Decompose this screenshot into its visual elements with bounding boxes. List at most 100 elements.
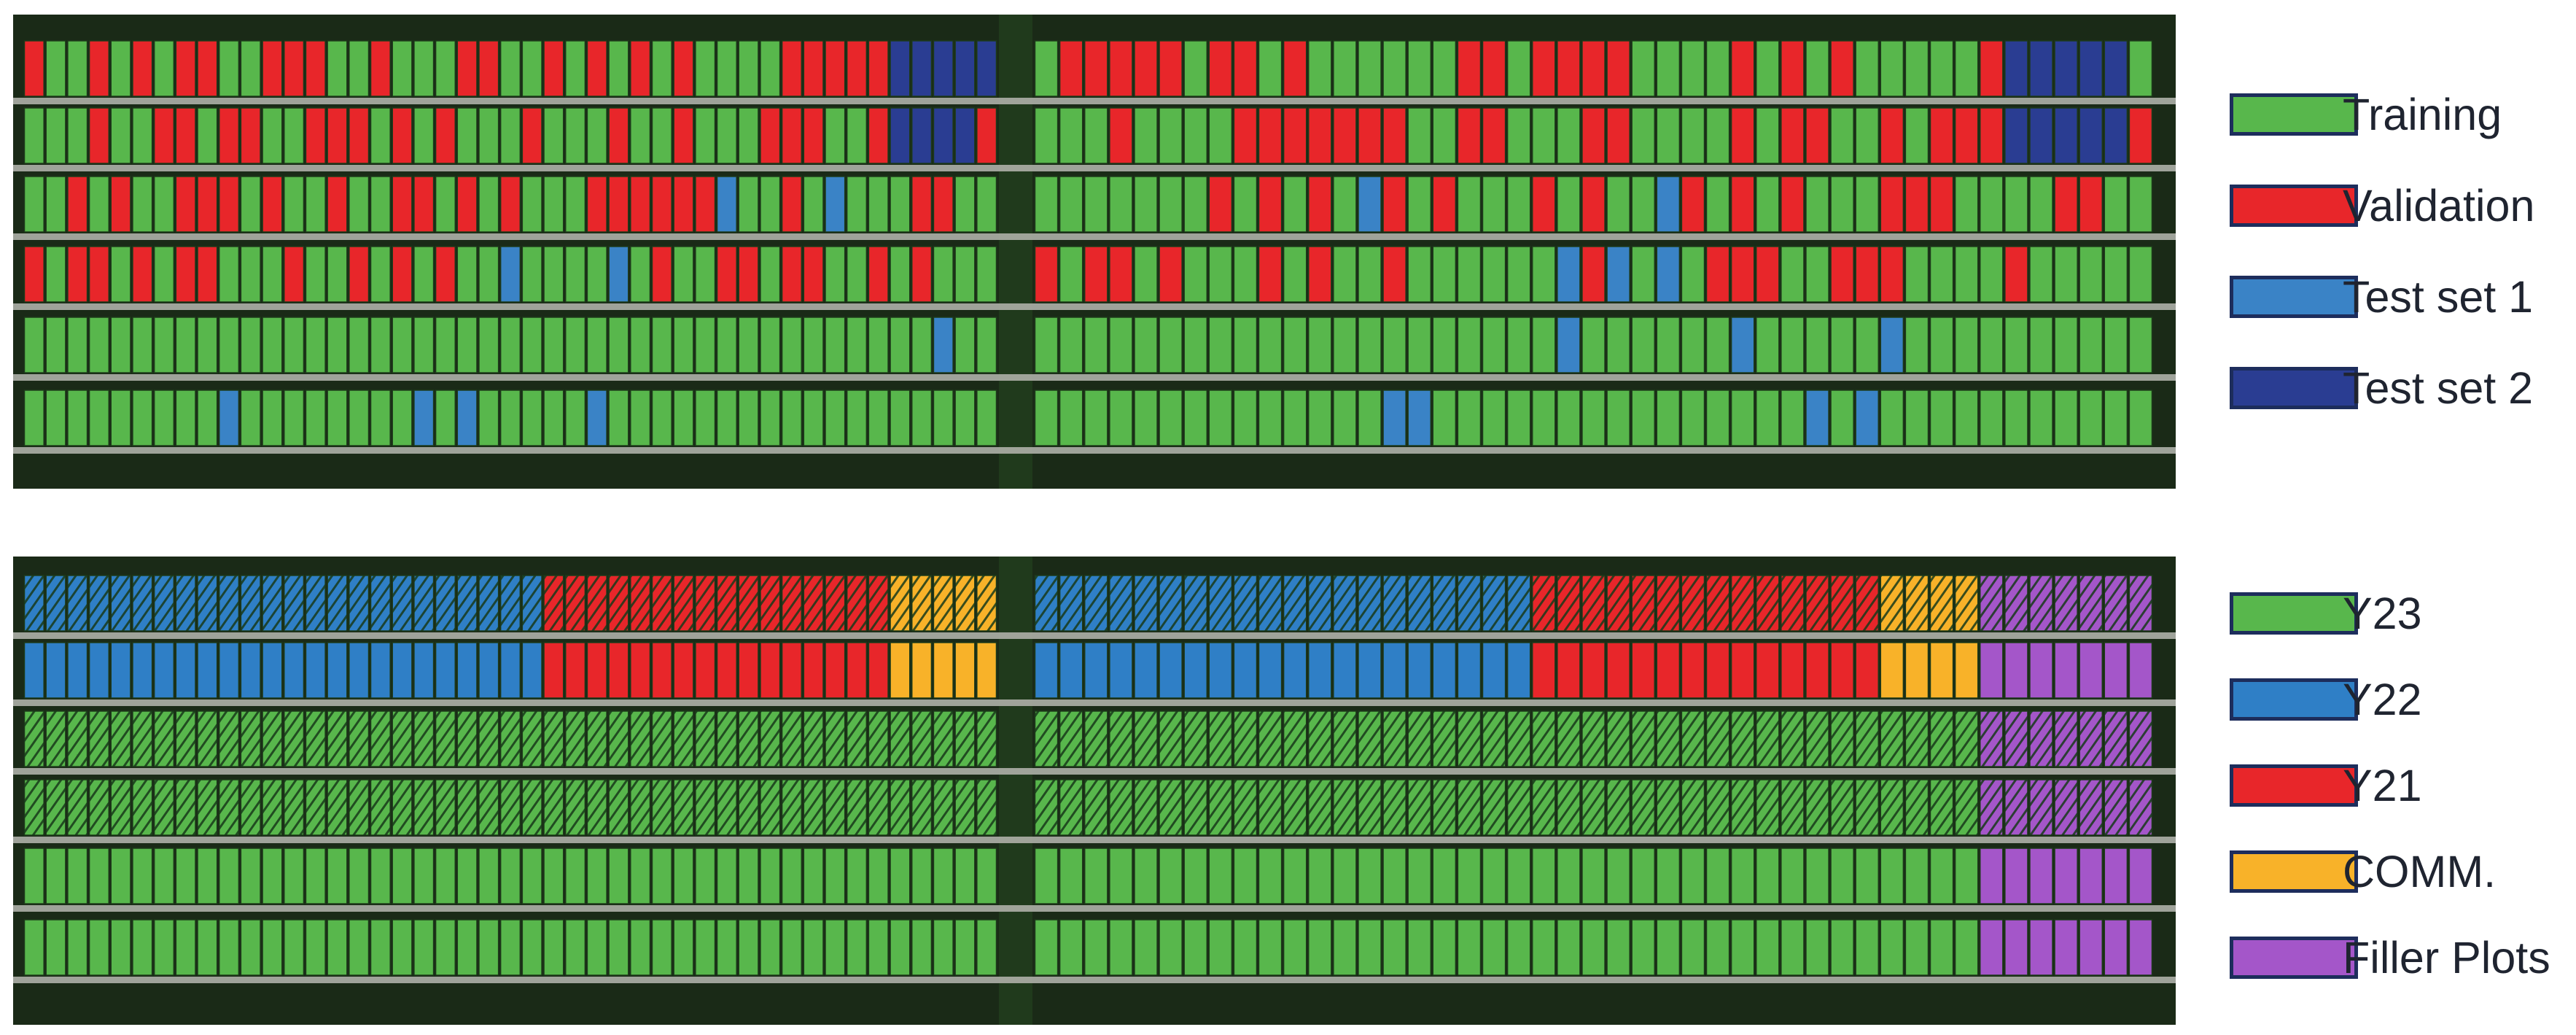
alley — [13, 303, 2176, 310]
plot-test1 — [1358, 176, 1382, 233]
plot-training — [1183, 389, 1208, 446]
plot-hatch — [219, 575, 239, 631]
plot-y23 — [1358, 919, 1382, 976]
plot-validation — [933, 176, 954, 233]
plot-y21 — [651, 642, 672, 699]
plot-validation — [781, 176, 803, 233]
plot-hatch — [1681, 780, 1705, 835]
plot-training — [1358, 246, 1382, 303]
plot-hatch — [544, 780, 564, 835]
plot-training — [132, 389, 153, 446]
alley — [13, 837, 2176, 843]
plot-validation — [781, 107, 803, 164]
plot-filler — [2054, 642, 2078, 699]
legend-label-comm: COMM. — [2343, 847, 2497, 896]
plot-y23 — [175, 919, 196, 976]
plot-training — [1307, 40, 1332, 97]
plot-validation — [1159, 246, 1183, 303]
plot-hatch — [46, 575, 66, 631]
plot-hatch — [544, 711, 564, 767]
plot-hatch — [284, 711, 304, 767]
plot-hatch — [1731, 575, 1754, 631]
plot-hatch — [1333, 780, 1356, 835]
plot-y22 — [175, 642, 196, 699]
plot-validation — [1457, 107, 1482, 164]
plot-hatch — [933, 575, 954, 631]
plot-training — [1283, 246, 1307, 303]
plot-training — [1904, 317, 1929, 373]
plot-validation — [349, 107, 370, 164]
plot-y22 — [478, 642, 499, 699]
plot-validation — [1382, 176, 1406, 233]
plot-training — [1083, 107, 1108, 164]
plot-y23 — [954, 848, 976, 904]
plot-training — [1531, 246, 1556, 303]
alley — [13, 632, 2176, 639]
plot-training — [175, 317, 196, 373]
plot-training — [1681, 317, 1705, 373]
plot-hatch — [1184, 780, 1207, 835]
plot-hatch — [1657, 780, 1680, 835]
plot-hatch — [241, 780, 261, 835]
plot-training — [1109, 389, 1133, 446]
plot-validation — [262, 176, 283, 233]
plot-test1 — [1656, 176, 1681, 233]
plot-validation — [478, 40, 499, 97]
plot-hatch — [2004, 575, 2028, 631]
plot-hatch — [413, 711, 434, 767]
plot-hatch — [955, 780, 975, 835]
plot-test1 — [1855, 389, 1880, 446]
plot-test2 — [2104, 40, 2128, 97]
plot-test1 — [1606, 246, 1630, 303]
plot-training — [1929, 389, 1954, 446]
plot-training — [1432, 107, 1457, 164]
plot-map-data-split — [13, 15, 2176, 489]
plot-training — [608, 389, 629, 446]
plot-training — [2104, 246, 2128, 303]
plot-training — [1855, 176, 1880, 233]
plot-y21 — [760, 642, 781, 699]
plot-validation — [88, 40, 110, 97]
plot-map-year-svg — [13, 557, 2176, 1025]
plot-validation — [1880, 246, 1904, 303]
plot-training — [218, 246, 240, 303]
plot-y23 — [370, 919, 391, 976]
plot-y22 — [240, 642, 261, 699]
plot-hatch — [435, 575, 456, 631]
plot-training — [349, 176, 370, 233]
plot-training — [45, 246, 66, 303]
plot-hatch — [976, 711, 997, 767]
plot-hatch — [868, 711, 889, 767]
plot-hatch — [565, 780, 585, 835]
plot-y23 — [1730, 848, 1755, 904]
plot-y23 — [478, 919, 499, 976]
plot-training — [327, 317, 348, 373]
plot-map-split-svg — [13, 15, 2176, 489]
plot-training — [1954, 317, 1979, 373]
plot-hatch — [1781, 711, 1804, 767]
plot-validation — [1258, 176, 1283, 233]
plot-validation — [1730, 40, 1755, 97]
plot-hatch — [652, 711, 672, 767]
plot-validation — [1954, 107, 1979, 164]
plot-y23 — [846, 848, 868, 904]
plot-comm — [890, 642, 911, 699]
plot-y22 — [521, 642, 542, 699]
plot-test1 — [1407, 389, 1432, 446]
plot-training — [738, 317, 759, 373]
plot-training — [1059, 317, 1083, 373]
plot-validation — [284, 40, 305, 97]
plot-hatch — [500, 575, 521, 631]
plot-training — [564, 40, 586, 97]
plot-training — [1034, 107, 1059, 164]
plot-test1 — [1656, 246, 1681, 303]
plot-y23 — [1880, 919, 1904, 976]
plot-training — [738, 176, 759, 233]
plot-y23 — [1781, 919, 1805, 976]
plot-training — [45, 176, 66, 233]
plot-validation — [1581, 107, 1606, 164]
plot-hatch — [1159, 780, 1183, 835]
plot-training — [695, 246, 716, 303]
plot-hatch — [674, 711, 693, 767]
plot-hatch — [1482, 780, 1506, 835]
